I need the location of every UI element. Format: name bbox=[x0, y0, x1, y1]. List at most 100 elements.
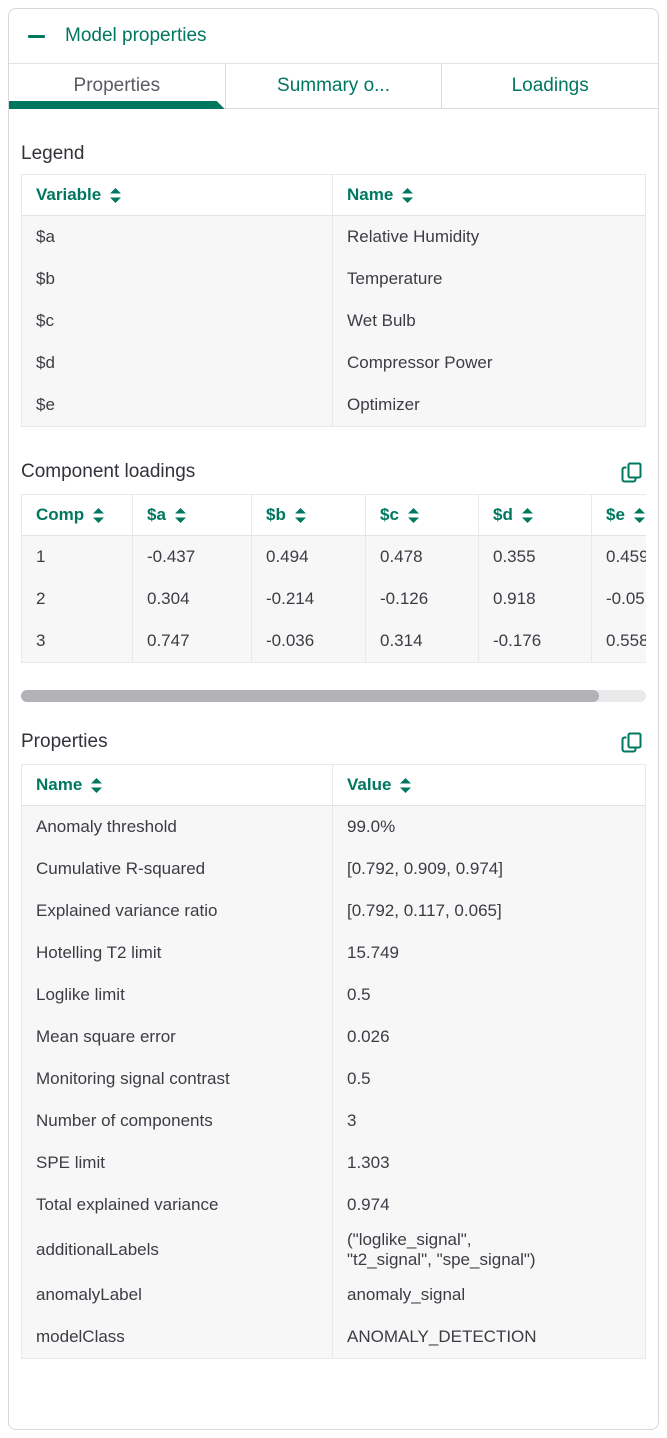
legend-header-name[interactable]: Name bbox=[332, 175, 645, 215]
legend-title: Legend bbox=[21, 143, 85, 164]
legend-name-cell: Wet Bulb bbox=[332, 300, 645, 342]
sort-arrows-icon bbox=[109, 187, 122, 203]
comp-cell: 2 bbox=[36, 589, 46, 608]
loadings-table-viewport: Comp $a $b bbox=[21, 494, 646, 663]
loading-c-cell: 0.478 bbox=[365, 536, 478, 578]
loadings-table-header-row: Comp $a $b bbox=[22, 495, 646, 536]
loading-e-cell: 0.558 bbox=[591, 620, 646, 662]
sort-arrows-icon bbox=[294, 507, 307, 523]
legend-table: Variable Name $a Relative Humidity bbox=[21, 174, 646, 427]
sort-arrows-icon bbox=[90, 777, 103, 793]
legend-table-row: $e Optimizer bbox=[22, 384, 645, 426]
tab-summary-of-fit[interactable]: Summary o... bbox=[224, 64, 443, 108]
properties-table-row: Anomaly threshold 99.0% bbox=[22, 806, 645, 848]
property-value-cell: 1.303 bbox=[332, 1142, 645, 1184]
property-value-cell: 0.026 bbox=[332, 1016, 645, 1058]
loadings-column-header[interactable]: $a bbox=[132, 495, 251, 535]
legend-header-variable[interactable]: Variable bbox=[22, 181, 332, 209]
property-name-cell: additionalLabels bbox=[36, 1240, 159, 1259]
property-name-cell: Loglike limit bbox=[36, 985, 125, 1004]
property-value-cell: ANOMALY_DETECTION bbox=[332, 1316, 645, 1358]
loadings-table-row: 2 0.304 -0.214 -0.126 0.918 -0.05 bbox=[22, 578, 646, 620]
legend-section-header: Legend bbox=[21, 143, 646, 165]
loading-b-cell: 0.494 bbox=[251, 536, 365, 578]
legend-variable-cell: $e bbox=[36, 395, 55, 414]
properties-table: Name Value Anomaly threshold 99.0% bbox=[21, 764, 646, 1359]
properties-table-row: Hotelling T2 limit 15.749 bbox=[22, 932, 645, 974]
loading-e-cell: -0.05 bbox=[591, 578, 646, 620]
loadings-column-header[interactable]: $d bbox=[478, 495, 591, 535]
scrollbar-thumb[interactable] bbox=[21, 690, 599, 702]
loading-a-cell: 0.747 bbox=[132, 620, 251, 662]
loadings-column-header[interactable]: $e bbox=[591, 495, 646, 535]
horizontal-scrollbar[interactable] bbox=[21, 690, 646, 702]
sort-arrows-icon bbox=[174, 507, 187, 523]
property-value-cell: 99.0% bbox=[332, 806, 645, 848]
sort-arrows-icon bbox=[633, 507, 646, 523]
sort-arrows-icon bbox=[92, 507, 105, 523]
model-properties-panel: Model properties Properties Summary o...… bbox=[8, 8, 659, 1430]
loadings-column-header[interactable]: $c bbox=[365, 495, 478, 535]
legend-table-row: $c Wet Bulb bbox=[22, 300, 645, 342]
collapse-icon[interactable] bbox=[23, 23, 49, 49]
properties-table-row: modelClass ANOMALY_DETECTION bbox=[22, 1316, 645, 1358]
property-value-cell: ("loglike_signal", "t2_signal", "spe_sig… bbox=[332, 1226, 645, 1274]
loading-a-cell: 0.304 bbox=[132, 578, 251, 620]
legend-name-cell: Optimizer bbox=[332, 384, 645, 426]
comp-cell: 3 bbox=[36, 631, 46, 650]
sort-arrows-icon bbox=[521, 507, 534, 523]
loading-d-cell: 0.355 bbox=[478, 536, 591, 578]
tab-bar: Properties Summary o... Loadings bbox=[9, 64, 658, 109]
property-value-cell: anomaly_signal bbox=[332, 1274, 645, 1316]
properties-table-row: Cumulative R-squared [0.792, 0.909, 0.97… bbox=[22, 848, 645, 890]
sort-arrows-icon bbox=[407, 507, 420, 523]
property-name-cell: Mean square error bbox=[36, 1027, 176, 1046]
legend-variable-cell: $d bbox=[36, 353, 55, 372]
tab-properties[interactable]: Properties bbox=[9, 64, 225, 108]
loadings-table-row: 1 -0.437 0.494 0.478 0.355 0.459 bbox=[22, 536, 646, 578]
legend-table-row: $d Compressor Power bbox=[22, 342, 645, 384]
legend-name-cell: Temperature bbox=[332, 258, 645, 300]
property-value-cell: 0.5 bbox=[332, 974, 645, 1016]
properties-table-row: Loglike limit 0.5 bbox=[22, 974, 645, 1016]
properties-header-value[interactable]: Value bbox=[332, 765, 645, 805]
property-value-cell: 3 bbox=[332, 1100, 645, 1142]
property-name-cell: anomalyLabel bbox=[36, 1285, 142, 1304]
loading-d-cell: 0.918 bbox=[478, 578, 591, 620]
properties-table-row: Number of components 3 bbox=[22, 1100, 645, 1142]
loadings-column-header[interactable]: Comp bbox=[22, 501, 132, 529]
property-name-cell: modelClass bbox=[36, 1327, 125, 1346]
panel-header: Model properties bbox=[9, 9, 658, 64]
legend-variable-cell: $a bbox=[36, 227, 55, 246]
property-value-cell: [0.792, 0.909, 0.974] bbox=[332, 848, 645, 890]
property-name-cell: Explained variance ratio bbox=[36, 901, 218, 920]
properties-section-header: Properties bbox=[21, 729, 646, 755]
property-name-cell: Hotelling T2 limit bbox=[36, 943, 162, 962]
legend-name-cell: Compressor Power bbox=[332, 342, 645, 384]
loadings-section-header: Component loadings bbox=[21, 459, 646, 485]
loading-b-cell: -0.214 bbox=[251, 578, 365, 620]
loading-d-cell: -0.176 bbox=[478, 620, 591, 662]
loadings-column-header[interactable]: $b bbox=[251, 495, 365, 535]
property-value-cell: 0.5 bbox=[332, 1058, 645, 1100]
copy-icon[interactable] bbox=[618, 729, 644, 755]
copy-icon[interactable] bbox=[618, 459, 644, 485]
properties-header-name[interactable]: Name bbox=[22, 771, 332, 799]
properties-table-row: SPE limit 1.303 bbox=[22, 1142, 645, 1184]
property-name-cell: Monitoring signal contrast bbox=[36, 1069, 230, 1088]
tab-loadings[interactable]: Loadings bbox=[442, 64, 658, 108]
panel-title: Model properties bbox=[65, 25, 207, 46]
sort-arrows-icon bbox=[401, 187, 414, 203]
loading-a-cell: -0.437 bbox=[132, 536, 251, 578]
legend-variable-cell: $c bbox=[36, 311, 54, 330]
legend-variable-cell: $b bbox=[36, 269, 55, 288]
properties-table-row: Explained variance ratio [0.792, 0.117, … bbox=[22, 890, 645, 932]
properties-table-header-row: Name Value bbox=[22, 765, 645, 806]
property-name-cell: Number of components bbox=[36, 1111, 213, 1130]
property-name-cell: Total explained variance bbox=[36, 1195, 219, 1214]
legend-table-header-row: Variable Name bbox=[22, 175, 645, 216]
loading-e-cell: 0.459 bbox=[591, 536, 646, 578]
loadings-table-body: 1 -0.437 0.494 0.478 0.355 0.459 2 0.304… bbox=[22, 536, 646, 662]
properties-title: Properties bbox=[21, 731, 108, 752]
property-name-cell: Anomaly threshold bbox=[36, 817, 177, 836]
